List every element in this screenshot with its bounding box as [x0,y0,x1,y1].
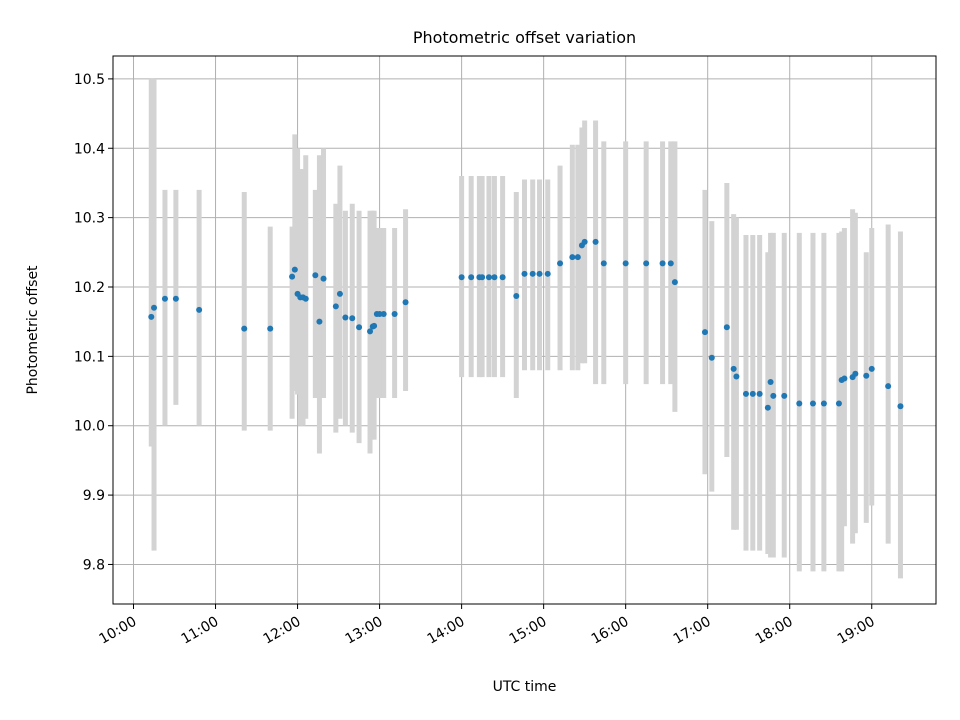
data-point [479,274,486,281]
data-point [868,365,875,372]
data-point [349,315,356,322]
data-point [701,329,708,336]
chart-title: Photometric offset variation [413,28,636,47]
data-point [885,383,892,390]
data-point [600,260,607,267]
data-point [332,303,339,310]
data-point [336,290,343,297]
y-tick-label: 10.3 [74,211,105,227]
data-point [196,306,203,313]
y-tick-label: 10.0 [74,419,105,435]
data-point [367,328,374,335]
data-point [291,266,298,273]
data-point [289,273,296,280]
data-point [569,254,576,261]
data-point [863,372,870,379]
data-point [574,254,581,261]
data-point [796,400,803,407]
data-point [458,274,465,281]
data-point [172,295,179,302]
data-point [356,324,363,331]
data-point [529,270,536,277]
data-point [592,238,599,245]
data-point [852,370,859,377]
data-point [148,313,155,320]
data-point [742,390,749,397]
data-point [312,272,319,279]
data-point [544,270,551,277]
data-point [342,314,349,321]
data-point [756,390,763,397]
data-point [316,318,323,325]
data-point [643,260,650,267]
data-point [723,324,730,331]
x-axis-label: UTC time [493,679,557,695]
data-point [781,392,788,399]
data-point [468,274,475,281]
y-tick-label: 9.9 [83,488,105,504]
data-point [151,304,158,311]
plot-frame [112,55,937,605]
data-point [521,270,528,277]
data-point [485,274,492,281]
data-point [391,311,398,318]
data-point [708,354,715,361]
data-point [749,390,756,397]
data-point [770,392,777,399]
data-point [267,325,274,332]
data-point [622,260,629,267]
data-point [371,322,378,329]
data-point [536,270,543,277]
data-point [581,238,588,245]
data-point [730,365,737,372]
data-point [513,293,520,300]
data-point [897,403,904,410]
data-point [380,311,387,318]
y-tick-label: 10.5 [74,72,105,88]
data-point [659,260,666,267]
y-tick-label: 10.2 [74,280,105,296]
data-point [241,325,248,332]
y-axis: 9.8 9.9 10.0 10.1 10.2 10.3 10.4 10.5 [74,72,113,573]
data-point [302,295,309,302]
data-point [733,373,740,380]
data-point [499,274,506,281]
data-point [764,404,771,411]
data-point [402,299,409,306]
data-point [841,375,848,382]
data-point [667,260,674,267]
data-point [161,295,168,302]
data-point [491,274,498,281]
data-point [835,400,842,407]
y-tick-label: 10.4 [74,141,105,157]
data-point [809,400,816,407]
y-tick-label: 9.8 [83,557,105,573]
data-point [376,311,383,318]
y-axis-label: Photometric offset [25,265,41,395]
data-points [148,238,904,411]
data-point [820,400,827,407]
y-tick-label: 10.1 [74,349,105,365]
data-point [767,379,774,386]
data-point [320,275,327,282]
data-point [557,260,564,267]
data-point [671,279,678,286]
